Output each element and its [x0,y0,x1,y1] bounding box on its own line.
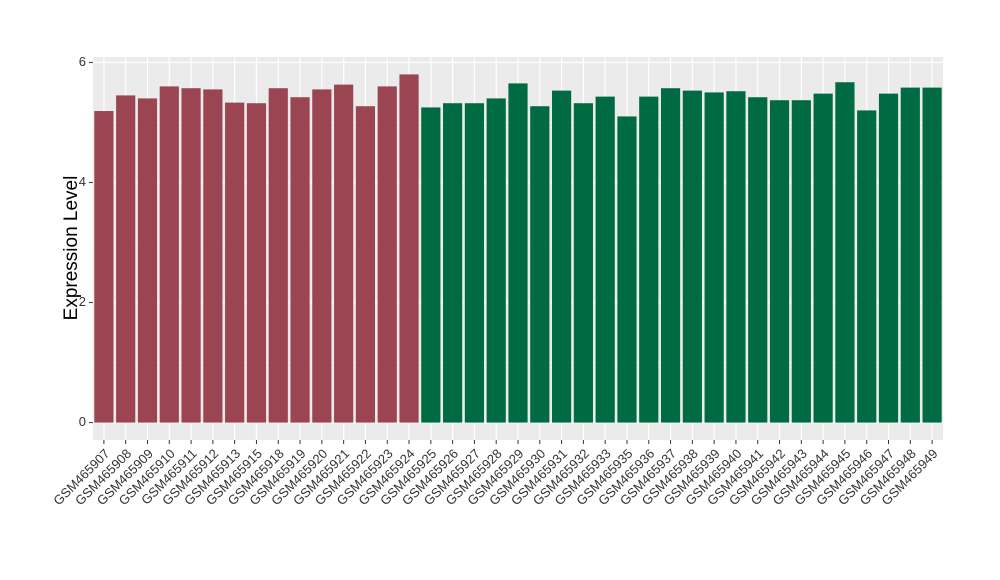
bar [595,96,615,423]
bar [334,84,354,423]
bar [878,93,899,423]
y-tick-label: 6 [79,54,86,69]
bar [137,98,158,423]
bar [726,91,746,423]
bar [464,103,484,423]
bar [813,93,833,423]
bar [116,95,136,423]
y-axis-title: Expression Level [61,176,82,321]
bar [573,103,593,423]
bar [159,86,179,423]
bar [617,116,637,423]
y-tick-label: 4 [79,174,86,189]
bar [355,106,376,423]
bar [552,90,572,423]
bar [246,103,267,423]
bar [377,86,397,423]
bar [94,111,114,423]
bar [508,83,528,423]
bar [682,90,702,423]
bar [399,74,419,423]
bar [312,89,332,423]
bar [639,96,659,423]
bar [486,98,506,423]
bar [857,110,877,423]
bar [181,88,201,423]
bar [530,106,550,423]
bar [443,103,463,423]
bar [769,100,790,423]
bar [203,89,223,423]
bar [290,97,310,423]
bar [421,107,441,423]
y-tick-label: 0 [79,414,86,429]
bar [791,100,811,423]
bar [660,88,681,423]
bar [835,82,855,423]
bar [704,92,724,423]
bar [900,87,920,423]
bar [268,88,288,423]
bar [748,97,768,423]
bar [922,87,942,423]
bar [225,102,245,423]
y-tick-label: 2 [79,294,86,309]
